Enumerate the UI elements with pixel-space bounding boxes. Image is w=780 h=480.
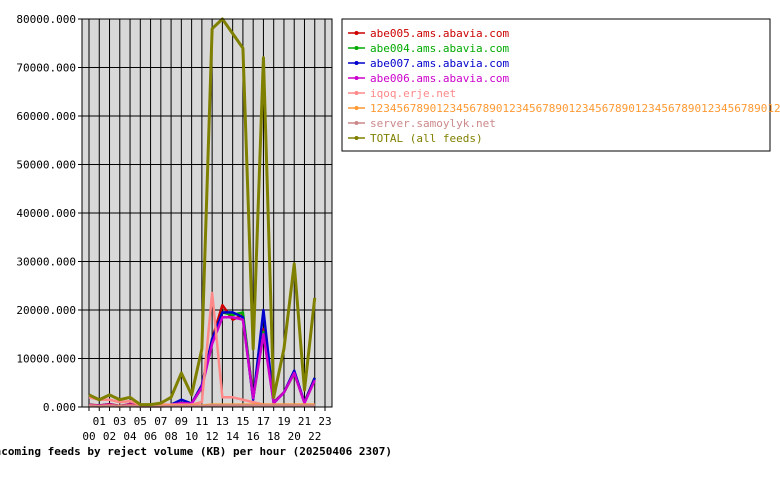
legend-label: abe004.ams.abavia.com (370, 42, 509, 55)
y-tick-label: 50000.000 (16, 159, 76, 172)
x-tick-label: 04 (123, 430, 137, 443)
legend-label: abe006.ams.abavia.com (370, 72, 509, 85)
legend-label: abe007.ams.abavia.com (370, 57, 509, 70)
x-tick-label: 00 (82, 430, 95, 443)
plot-area-frame (81, 18, 333, 408)
x-tick-label: 21 (298, 415, 311, 428)
chart-title: Incoming feeds by reject volume (KB) per… (0, 445, 392, 458)
x-tick-label: 12 (206, 430, 219, 443)
x-tick-label: 14 (226, 430, 240, 443)
x-tick-label: 13 (216, 415, 229, 428)
y-tick-label: 60000.000 (16, 110, 76, 123)
x-axis-tick-labels: 00 01 02 03 04 05 06 07 08 09 10 11 12 13 14 15 16 17 18 19… (82, 415, 331, 443)
legend-label: iqoq.erje.net (370, 87, 456, 100)
y-tick-label: 10000.000 (16, 353, 76, 366)
x-tick-label: 06 (144, 430, 157, 443)
legend-frame (341, 18, 771, 152)
legend-items: abe005.ams.abavia.com abe004.ams.abavia.c… (348, 27, 780, 145)
legend-label: server.samoylyk.net (370, 117, 496, 130)
series-line (88, 404, 315, 408)
x-tick-label: 02 (103, 430, 116, 443)
y-axis-tick-labels: 0.000 10000.000 20000.000 30000.000 40000.00… (16, 13, 76, 414)
x-tick-label: 16 (247, 430, 260, 443)
x-tick-label: 18 (267, 430, 280, 443)
x-tick-label: 20 (288, 430, 301, 443)
x-tick-label: 10 (185, 430, 198, 443)
y-tick-label: 0.000 (43, 401, 76, 414)
legend-swatch-marker (354, 136, 359, 140)
x-tick-label: 08 (164, 430, 177, 443)
y-tick-label: 30000.000 (16, 256, 76, 269)
legend-swatch-marker (354, 121, 359, 125)
x-tick-label: 23 (318, 415, 331, 428)
legend-label: 1234567890123456789012345678901234567890… (370, 102, 780, 115)
legend-label: TOTAL (all feeds) (370, 132, 483, 145)
y-tick-label: 20000.000 (16, 304, 76, 317)
x-tick-label: 15 (236, 415, 249, 428)
y-tick-label: 80000.000 (16, 13, 76, 26)
y-tick-label: 70000.000 (16, 62, 76, 75)
legend-swatch-marker (354, 61, 359, 65)
x-tick-label: 11 (195, 415, 208, 428)
series-line (88, 17, 317, 407)
legend: abe005.ams.abavia.com abe004.ams.abavia.c… (341, 18, 780, 152)
x-tick-label: 19 (277, 415, 290, 428)
x-tick-label: 09 (175, 415, 188, 428)
x-tick-label: 07 (154, 415, 167, 428)
series-lines (88, 17, 317, 408)
legend-swatch-marker (354, 46, 359, 50)
legend-swatch-marker (354, 91, 359, 95)
x-tick-label: 17 (257, 415, 270, 428)
x-tick-label: 01 (93, 415, 106, 428)
legend-swatch-marker (354, 106, 359, 110)
legend-label: abe005.ams.abavia.com (370, 27, 509, 40)
x-tick-label: 22 (308, 430, 321, 443)
legend-swatch-marker (354, 31, 359, 35)
y-tick-label: 40000.000 (16, 207, 76, 220)
x-tick-label: 03 (113, 415, 126, 428)
legend-swatch-marker (354, 76, 359, 80)
x-tick-label: 05 (134, 415, 147, 428)
